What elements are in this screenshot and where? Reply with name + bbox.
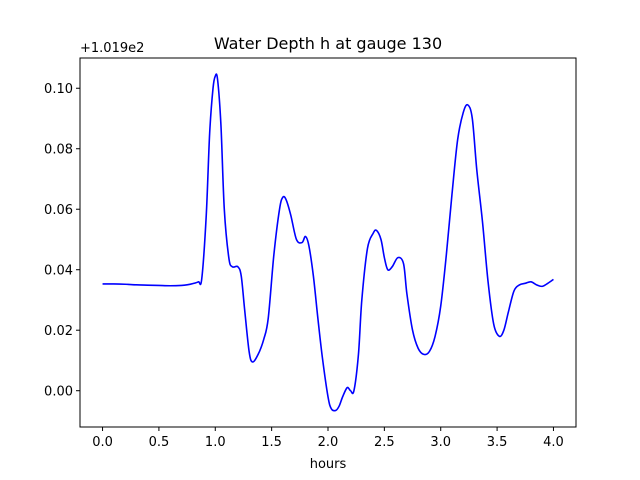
x-tick-label: 1.5 [261, 435, 282, 450]
chart-title: Water Depth h at gauge 130 [214, 34, 442, 53]
x-tick-label: 2.5 [374, 435, 395, 450]
y-tick-label: 0.02 [44, 324, 73, 339]
plot-frame [79, 57, 577, 428]
y-tick-label: 0.04 [44, 264, 73, 279]
x-tick-label: 2.0 [318, 435, 339, 450]
x-tick-label: 3.0 [430, 435, 451, 450]
x-tick-label: 4.0 [543, 435, 564, 450]
y-tick-label: 0.10 [44, 82, 73, 97]
y-tick-label: 0.00 [44, 385, 73, 400]
y-tick-label: 0.08 [44, 143, 73, 158]
x-axis-label: hours [310, 457, 347, 472]
x-tick-label: 1.0 [205, 435, 226, 450]
x-tick-label: 0.0 [92, 435, 113, 450]
plot-area: 0.0 0.5 1.0 1.5 2.0 2.5 3.0 3.5 4.0 0.00 0.02 0.04 0… [44, 57, 577, 450]
x-tick-label: 0.5 [149, 435, 170, 450]
y-offset-label: +1.019e2 [80, 41, 144, 56]
x-tick-label: 3.5 [487, 435, 508, 450]
y-tick-label: 0.06 [44, 203, 73, 218]
data-series-line-0 [102, 73, 554, 412]
